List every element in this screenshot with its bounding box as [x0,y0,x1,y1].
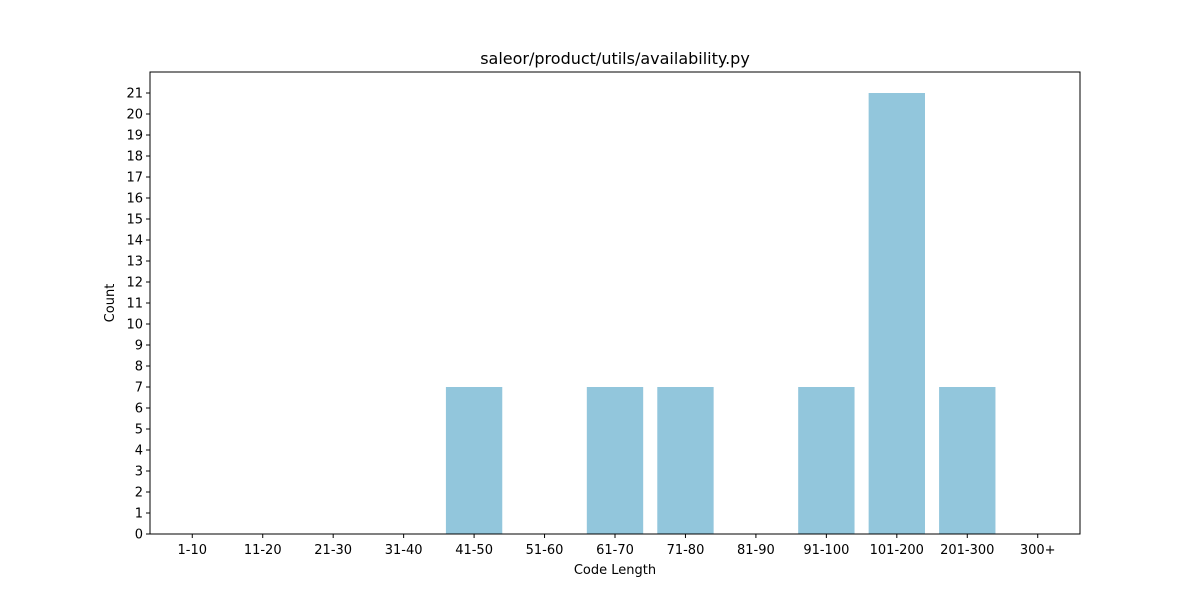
y-tick-label: 15 [126,213,143,228]
y-tick-label: 21 [126,87,143,102]
plot-frame [149,71,1081,535]
bar-61-70 [586,387,644,534]
y-tick-label: 8 [135,360,143,375]
x-tick-label: 41-50 [455,543,493,558]
bar-101-200 [868,93,925,534]
chart-title: saleor/product/utils/availability.py [480,49,750,68]
x-tick-label: 21-30 [314,543,352,558]
bars-group [445,93,996,534]
y-tick-label: 9 [135,339,143,354]
y-tick-label: 14 [126,234,143,249]
x-tick-label: 91-100 [803,543,849,558]
y-tick-label: 13 [126,255,143,270]
y-tick-label: 0 [135,528,143,543]
x-tick-label: 61-70 [596,543,634,558]
x-tick-label: 11-20 [244,543,282,558]
y-tick-label: 12 [126,276,143,291]
x-tick-label: 201-300 [940,543,994,558]
x-tick-label: 81-90 [737,543,775,558]
bar-201-300 [939,387,996,534]
y-tick-label: 11 [126,297,143,312]
y-tick-label: 17 [126,171,143,186]
y-tick-label: 7 [135,381,143,396]
x-tick-label: 71-80 [667,543,705,558]
x-tick-label: 1-10 [178,543,208,558]
x-tick-label: 101-200 [870,543,924,558]
y-tick-label: 1 [135,507,143,522]
y-tick-label: 6 [135,402,143,417]
x-axis-label: Code Length [574,563,656,578]
bar-91-100 [798,387,855,534]
x-tick-label: 51-60 [526,543,564,558]
bar-71-80 [657,387,714,534]
bar-41-50 [445,387,503,534]
y-tick-label: 19 [126,129,143,144]
y-tick-label: 10 [126,318,143,333]
x-tick-label: 31-40 [385,543,423,558]
y-tick-label: 4 [135,444,143,459]
y-tick-label: 18 [126,150,143,165]
y-axis-label: Count [103,284,118,323]
y-tick-label: 2 [135,486,143,501]
x-axis: 1-10 11-20 21-30 31-40 41-50 51-60 61-70 71-80 8… [178,534,1056,558]
y-tick-label: 3 [135,465,143,480]
x-tick-label: 300+ [1020,543,1056,558]
y-tick-label: 16 [126,192,143,207]
y-tick-label: 20 [126,108,143,123]
y-tick-label: 5 [135,423,143,438]
